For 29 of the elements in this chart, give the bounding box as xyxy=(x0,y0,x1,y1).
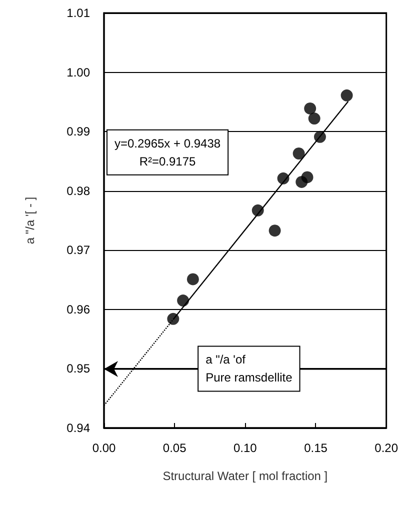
x-axis-title: Structural Water [ mol fraction ] xyxy=(162,469,328,483)
y-tick-label: 0.98 xyxy=(66,184,90,198)
y-tick-label: 0.95 xyxy=(66,362,90,376)
x-tick-label: 0.15 xyxy=(304,441,328,455)
point xyxy=(292,148,305,160)
point xyxy=(314,130,326,143)
ref-line-label: a "/a 'of Pure ramsdellite xyxy=(206,352,293,385)
x-tick-label: 0.00 xyxy=(92,441,116,455)
y-tick-label: 0.99 xyxy=(66,124,90,139)
point xyxy=(308,112,320,125)
point xyxy=(186,273,199,286)
point xyxy=(252,204,264,216)
y-tick-label: 0.94 xyxy=(66,421,90,435)
y-tick-label: 1.01 xyxy=(66,6,90,20)
point xyxy=(304,102,316,114)
point xyxy=(268,224,281,237)
x-tick-label: 0.05 xyxy=(162,441,187,455)
annotation: y=0.2965x + 0.9438 R²=0.9175 xyxy=(114,136,221,168)
y-tick-label: 0.97 xyxy=(66,243,90,258)
point xyxy=(167,312,180,325)
x-tick-label: 0.10 xyxy=(233,441,258,455)
point xyxy=(296,176,308,188)
y-tick-label: 1.00 xyxy=(66,65,90,80)
point xyxy=(277,172,290,184)
y-axis-title: a "/a '[ - ] xyxy=(23,196,37,244)
y-tick-label: 0.96 xyxy=(66,302,90,316)
point xyxy=(177,294,190,307)
point xyxy=(340,89,353,102)
x-tick-label: 0.20 xyxy=(374,441,398,455)
